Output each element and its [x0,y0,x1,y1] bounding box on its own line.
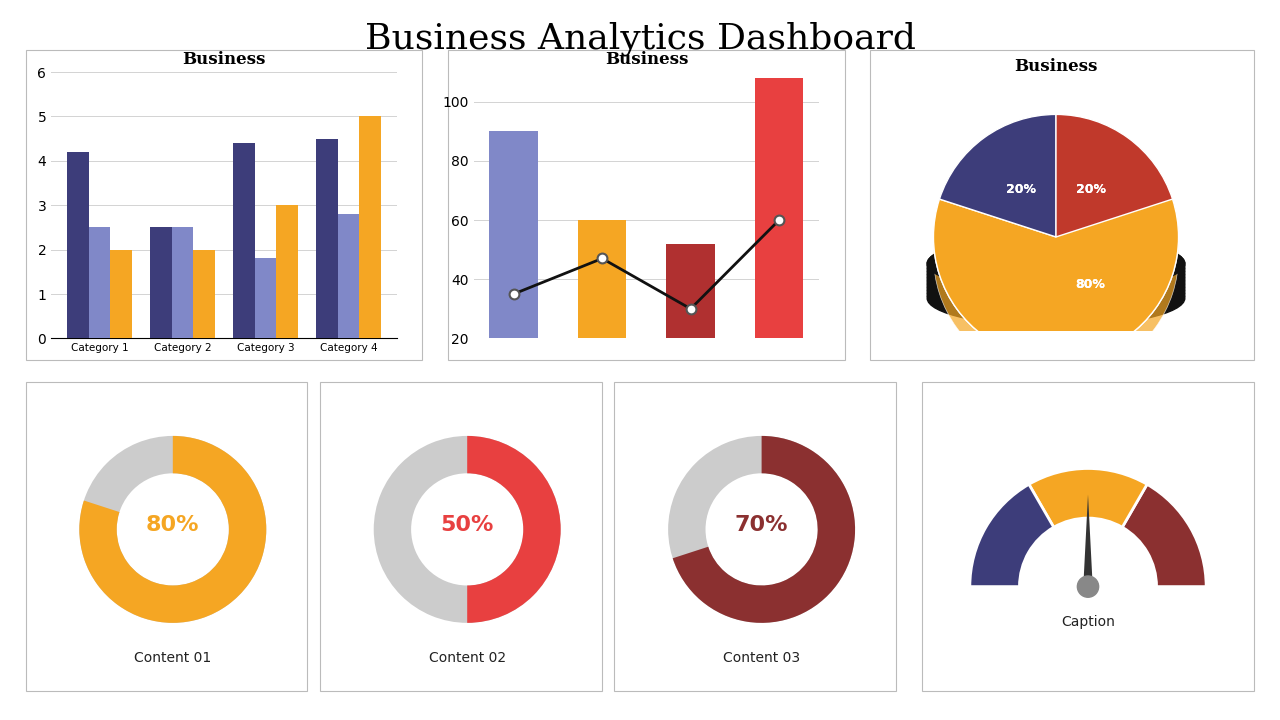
Wedge shape [940,114,1056,237]
Ellipse shape [927,270,1185,326]
Ellipse shape [927,245,1185,302]
Ellipse shape [927,238,1185,295]
Bar [193,250,215,338]
Circle shape [1078,576,1098,598]
Wedge shape [79,436,266,623]
Ellipse shape [927,264,1185,320]
Bar [88,228,110,338]
Title: Business: Business [182,50,266,68]
Wedge shape [940,133,1056,256]
Text: 20%: 20% [1075,183,1106,196]
Bar [150,228,172,338]
Ellipse shape [927,267,1185,323]
Ellipse shape [927,235,1185,292]
Bar [360,117,381,338]
Title: Business: Business [1014,58,1098,76]
Bar [233,143,255,338]
Bar [67,152,88,338]
Text: Content 01: Content 01 [134,652,211,665]
Bar [110,250,132,338]
Text: 80%: 80% [146,515,200,535]
Text: Content 02: Content 02 [429,652,506,665]
Text: Content 03: Content 03 [723,652,800,665]
Wedge shape [1056,114,1172,237]
Wedge shape [1029,469,1147,527]
Text: 20%: 20% [1006,183,1037,196]
Text: 50%: 50% [440,515,494,535]
Wedge shape [970,485,1053,587]
Ellipse shape [927,254,1185,311]
Bar [276,205,298,338]
Ellipse shape [927,242,1185,298]
Text: Business Analytics Dashboard: Business Analytics Dashboard [365,22,915,56]
Bar [316,138,338,338]
Bar [755,78,804,397]
Point [769,215,790,226]
Wedge shape [1056,114,1172,237]
Bar [255,258,276,338]
Text: 80%: 80% [1075,278,1106,291]
Wedge shape [374,436,561,623]
Wedge shape [1019,518,1157,587]
Point [591,253,612,264]
Polygon shape [1083,495,1093,587]
Ellipse shape [927,257,1185,314]
Bar [577,220,626,397]
Text: 20%: 20% [1075,183,1106,196]
Bar [667,243,716,397]
Title: Business: Business [604,50,689,68]
Text: 70%: 70% [735,515,788,535]
Text: 20%: 20% [1006,183,1037,196]
Ellipse shape [927,248,1185,305]
Bar [489,131,538,397]
Wedge shape [933,114,1179,359]
Wedge shape [673,436,855,623]
Point [503,288,524,300]
Bar [172,228,193,338]
Ellipse shape [927,261,1185,317]
Wedge shape [940,114,1056,237]
Text: 80%: 80% [1075,278,1106,291]
Wedge shape [1123,485,1206,587]
Wedge shape [933,133,1179,378]
Wedge shape [933,114,1179,359]
Text: Caption: Caption [1061,615,1115,629]
Wedge shape [668,436,855,623]
Ellipse shape [927,235,1185,292]
Ellipse shape [927,251,1185,307]
Wedge shape [79,436,266,623]
Wedge shape [1056,133,1172,256]
Wedge shape [467,436,561,623]
Point [681,303,701,315]
Bar [338,214,360,338]
